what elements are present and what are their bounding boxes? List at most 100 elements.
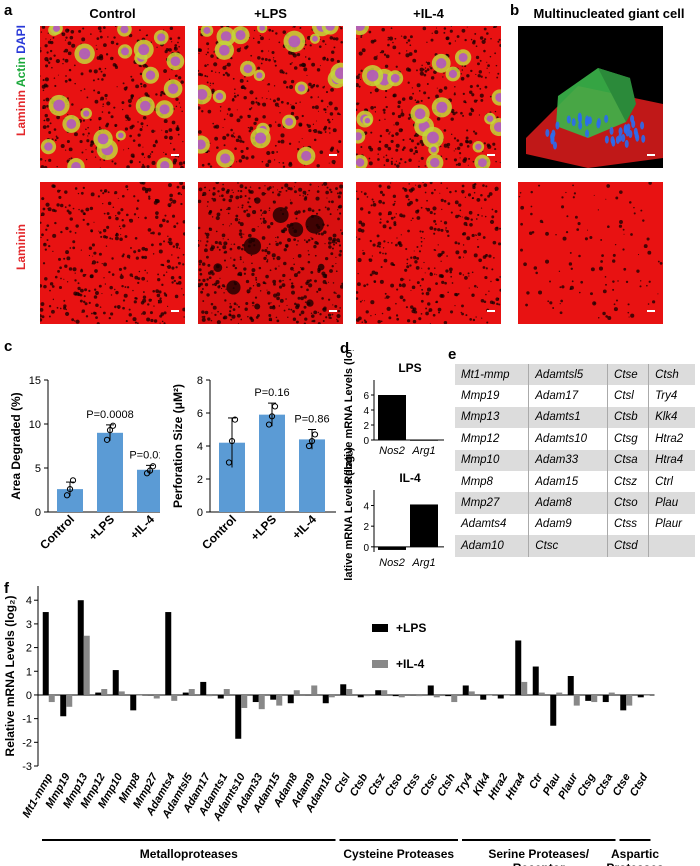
y-tick-label: 4 [363, 502, 369, 513]
gene-table-row: Mmp12 Adamts10 Ctsg Htra2 [455, 428, 695, 450]
y-tick-label: 4 [26, 595, 32, 607]
gene-cell: Ctss [607, 513, 649, 536]
bar-lps [112, 670, 119, 695]
bar-lps [165, 612, 172, 695]
chart-area-degraded: 0 5 10 15 Control P=0.0008 +LPS P=0.015 +IL-4 Are… [9, 375, 160, 552]
y-axis-label: Relative mRNA Levels (log₂) [3, 596, 17, 757]
y-tick-label: 0 [363, 436, 369, 447]
gene-cell: Adam8 [528, 492, 608, 514]
y-tick-label: -2 [22, 737, 32, 749]
x-tick-label: Control [37, 512, 77, 552]
col-title-control: Control [89, 6, 136, 21]
bar-il4 [188, 689, 195, 695]
p-value-label: P=0.16 [254, 387, 289, 399]
group-label: Serine Proteases/ [488, 847, 589, 861]
bar-lps [567, 676, 574, 695]
bar-il4 [556, 692, 563, 695]
bar-il4 [48, 694, 55, 703]
bar-il4 [311, 685, 318, 695]
gene-cell: Mmp13 [455, 406, 529, 429]
y-tick-label: -1 [22, 714, 32, 726]
bar-lps [270, 694, 277, 700]
bar-il4 [503, 694, 510, 696]
y-tick-label: -3 [22, 761, 32, 773]
bar-lps [550, 694, 557, 726]
gene-cell: Mmp27 [455, 492, 529, 514]
bar-lps [427, 685, 434, 695]
data-point [103, 436, 111, 443]
gene-cell: Ctse [607, 364, 649, 386]
data-point [268, 413, 276, 420]
gene-cell: Klk4 [648, 406, 695, 429]
data-point [231, 416, 239, 423]
panel-label-f: f [4, 580, 9, 597]
gene-cell: Ctsh [648, 364, 695, 386]
bar-lps [77, 600, 84, 695]
gene-cell: Ctrl [648, 470, 695, 493]
bar-lps [182, 692, 189, 695]
y-axis-label: Perforation Size (μM²) [171, 384, 185, 508]
gene-cell: Adam33 [528, 449, 608, 471]
bar-il4 [136, 694, 143, 696]
gene-cell: Mmp8 [461, 475, 493, 488]
bar-il4 [416, 694, 423, 697]
bar-il4 [153, 694, 160, 699]
d-subchart-title: LPS [398, 361, 421, 375]
bar-lps [515, 640, 522, 695]
y-tick-label: 2 [363, 421, 369, 432]
micrograph-lps-laminin [198, 182, 343, 324]
micrograph-lps-merged [198, 26, 343, 168]
micrograph-il4-merged [356, 26, 501, 168]
bar-il4 [276, 694, 283, 706]
bar [259, 414, 285, 512]
y-tick-label: 3 [26, 619, 32, 631]
x-tick-label: Ctss [401, 772, 423, 799]
data-point [66, 486, 74, 493]
data-point [228, 437, 236, 445]
y-axis-label: Relative mRNA Levels (log₂) [343, 447, 355, 580]
bar-lps [147, 694, 154, 696]
gene-cell: Mmp19 [461, 390, 500, 403]
gene-table-row: Adamts4 Adam9 Ctss Plaur [455, 513, 695, 536]
bar-il4 [101, 689, 108, 695]
x-tick-label: Ctsb [348, 771, 371, 798]
bar-il4 [363, 694, 370, 697]
gene-cell: Htra2 [648, 428, 695, 450]
bar-il4 [206, 694, 213, 697]
bar-il4 [66, 694, 73, 707]
bar-il4 [573, 694, 580, 706]
bar-lps [602, 694, 609, 703]
gene-cell: Ctsz [607, 470, 649, 493]
bar-lps [410, 694, 417, 696]
bar-lps [620, 694, 627, 711]
bar-il4 [538, 692, 545, 695]
bar-lps [60, 694, 67, 717]
bar-il4 [223, 689, 230, 695]
y-axis-label: Area Degraded (%) [9, 392, 23, 499]
panel-label-c: c [4, 338, 13, 355]
row2-stain-label: Laminin [14, 223, 28, 270]
data-point [311, 431, 319, 438]
bar-il4 [328, 694, 335, 698]
panel-b-title: Multinucleated giant cell [533, 6, 685, 21]
data-point [265, 421, 273, 428]
x-tick-label: Nos2 [379, 557, 405, 569]
bar-il4 [433, 694, 440, 698]
p-value-label: P=0.86 [294, 414, 329, 426]
bar-lps [95, 692, 102, 695]
data-point [63, 492, 71, 499]
x-tick-label: Ctsg [575, 771, 598, 798]
gene-cell: Adamts1 [528, 406, 608, 429]
x-tick-label: Plaur [556, 771, 581, 801]
y-tick-label: 6 [363, 391, 369, 402]
gene-cell: Ctsb [607, 406, 649, 429]
bar-lps [305, 694, 312, 696]
bar-lps [200, 681, 207, 695]
panel-label-a: a [4, 2, 13, 19]
data-point [149, 463, 157, 470]
gene-cell: Htra4 [648, 449, 695, 471]
bar [378, 395, 406, 440]
y-tick-label: 0 [35, 507, 41, 519]
bar [57, 489, 83, 512]
bar [299, 439, 325, 512]
